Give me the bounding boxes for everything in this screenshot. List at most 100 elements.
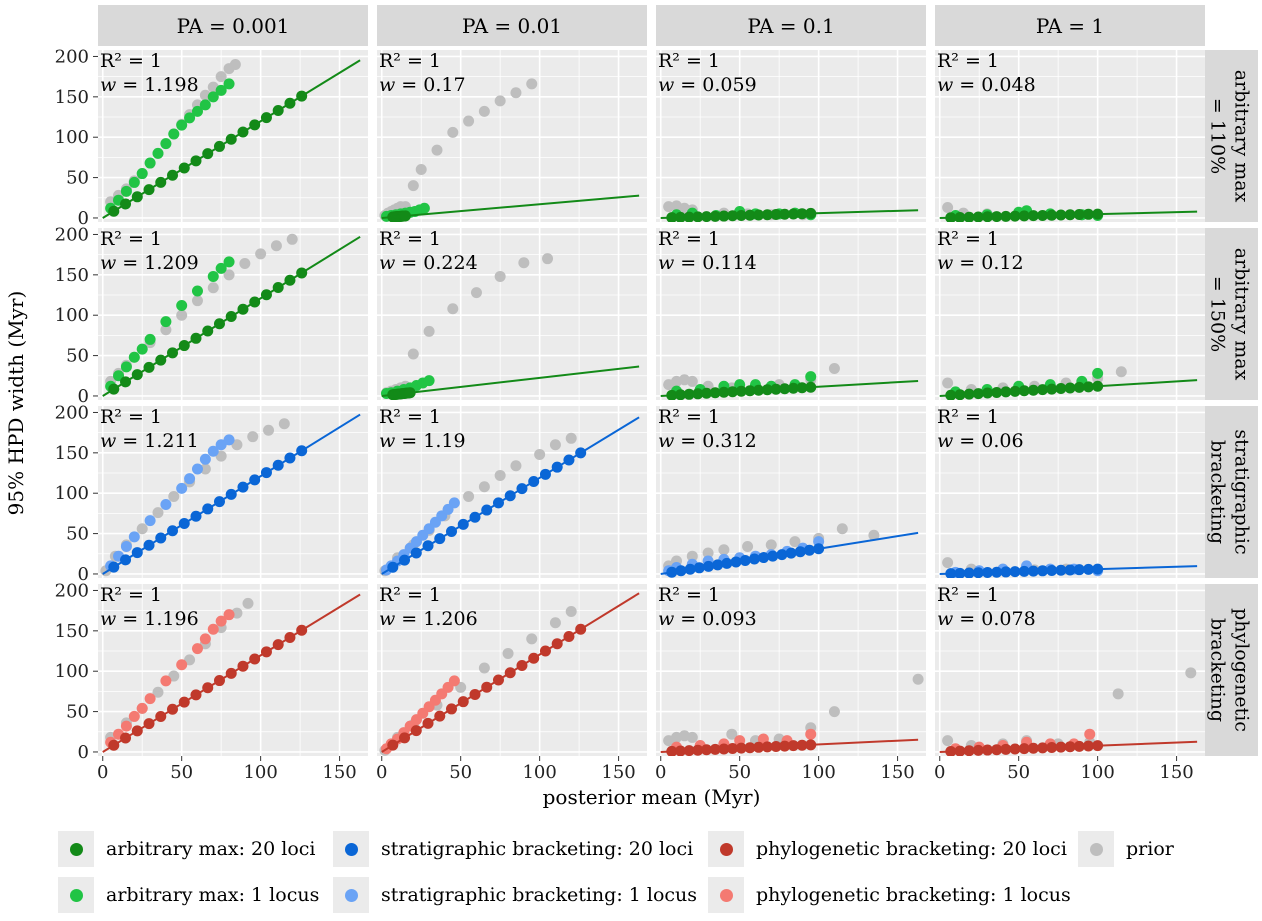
twenty-loci-point (260, 112, 272, 124)
twenty-loci-point (945, 389, 957, 400)
twenty-loci-point (446, 526, 458, 538)
twenty-loci-point (202, 148, 214, 160)
panel-marks (379, 78, 640, 222)
panel-marks (939, 201, 1198, 222)
panel-background (656, 228, 926, 400)
twenty-loci-point (225, 133, 237, 145)
twenty-loci-point (190, 510, 202, 522)
one-locus-point (207, 623, 219, 635)
twenty-loci-point (108, 561, 120, 573)
prior-point (789, 536, 801, 548)
prior-point (942, 201, 954, 213)
twenty-loci-point (982, 211, 993, 222)
panel-r3-c2: R² = 1w = 0.093 0 50 100 150 (655, 584, 926, 783)
panel-annotation: R² = 1w = 0.312 (658, 406, 757, 452)
twenty-loci-point (954, 211, 966, 222)
r-squared-label: R² = 1 (658, 406, 720, 428)
prior-point (494, 270, 506, 282)
twenty-loci-point (575, 447, 587, 459)
one-locus-point (199, 99, 211, 111)
twenty-loci-point (1055, 383, 1067, 395)
twenty-loci-point (410, 547, 422, 559)
one-locus-point (199, 633, 211, 645)
column-strip (98, 5, 368, 46)
twenty-loci-point (744, 385, 756, 397)
one-locus-point (120, 361, 132, 373)
prior-point (470, 287, 482, 299)
twenty-loci-point (761, 209, 773, 221)
panel-marks (939, 667, 1198, 756)
prior-point (942, 735, 954, 747)
y-tick-label: 100 (55, 661, 89, 682)
twenty-loci-point (1037, 209, 1049, 221)
twenty-loci-point (249, 119, 261, 131)
legend-key (708, 877, 744, 913)
legend-key (1078, 831, 1114, 867)
twenty-loci-point (727, 210, 739, 222)
prior-point (868, 529, 880, 541)
prior-point (828, 706, 840, 718)
twenty-loci-point (991, 744, 1003, 756)
twenty-loci-point (260, 289, 272, 301)
panel-annotation: R² = 1w = 0.059 (658, 50, 757, 96)
twenty-loci-point (709, 387, 721, 399)
legend-key (58, 877, 94, 913)
prior-point (1112, 688, 1124, 700)
twenty-loci-point (516, 659, 528, 671)
one-locus-point (176, 659, 188, 671)
panel-background (656, 50, 926, 222)
twenty-loci-point (972, 211, 984, 222)
panel-marks (102, 593, 361, 753)
y-tick-label: 150 (55, 87, 89, 108)
twenty-loci-point (813, 543, 825, 555)
twenty-loci-point (1092, 208, 1104, 220)
twenty-loci-point (225, 488, 237, 500)
prior-point (526, 633, 538, 645)
twenty-loci-point (666, 212, 678, 222)
x-tick-label: 100 (243, 762, 277, 783)
prior-point (726, 728, 738, 740)
twenty-loci-point (1082, 208, 1094, 220)
r-squared-label: R² = 1 (658, 228, 720, 250)
r-squared-label: R² = 1 (937, 584, 999, 606)
twenty-loci-point (674, 745, 686, 756)
row-strip (1201, 50, 1258, 222)
panel-r0-c0: R² = 1w = 1.198 0 50 100 150 200 (55, 46, 368, 229)
twenty-loci-point (1064, 741, 1076, 753)
twenty-loci-point (1009, 210, 1021, 222)
twenty-loci-point (785, 547, 797, 559)
twenty-loci-point (528, 475, 540, 487)
prior-point (407, 180, 419, 192)
twenty-loci-point (284, 452, 296, 464)
x-tick-label: 50 (449, 762, 472, 783)
twenty-loci-point (744, 209, 756, 221)
twenty-loci-point (1092, 380, 1104, 392)
twenty-loci-point (796, 739, 808, 751)
y-tick-label: 150 (55, 443, 89, 464)
one-locus-point (418, 202, 430, 214)
row-strip-label-line1: arbitrary max (1231, 70, 1253, 203)
legend-key (58, 831, 94, 867)
prior-point (136, 523, 148, 535)
y-tick-label: 0 (78, 564, 89, 585)
twenty-loci-point (296, 90, 308, 102)
prior-point (478, 481, 490, 493)
twenty-loci-point (143, 539, 155, 551)
twenty-loci-point (767, 550, 779, 562)
twenty-loci-point (787, 208, 799, 220)
twenty-loci-point (131, 191, 143, 203)
row-strip-label-line2: = 150% (1207, 276, 1229, 352)
twenty-loci-point (991, 386, 1003, 398)
panel-background (935, 584, 1205, 756)
twenty-loci-point (666, 566, 678, 578)
twenty-loci-point (776, 549, 788, 561)
legend-dot-icon (1089, 842, 1103, 856)
panel-r3-c0: R² = 1w = 1.196 0 50 100 150 200 0 50 100 150 (55, 580, 368, 783)
twenty-loci-point (796, 382, 808, 394)
panel-annotation: R² = 1w = 1.211 (100, 406, 199, 452)
twenty-loci-point (805, 207, 817, 219)
twenty-loci-point (709, 743, 721, 755)
w-label: w = 0.17 (379, 74, 466, 96)
legend-item-arbitrary-20: arbitrary max: 20 loci (58, 830, 316, 868)
y-tick-label: 200 (55, 224, 89, 245)
